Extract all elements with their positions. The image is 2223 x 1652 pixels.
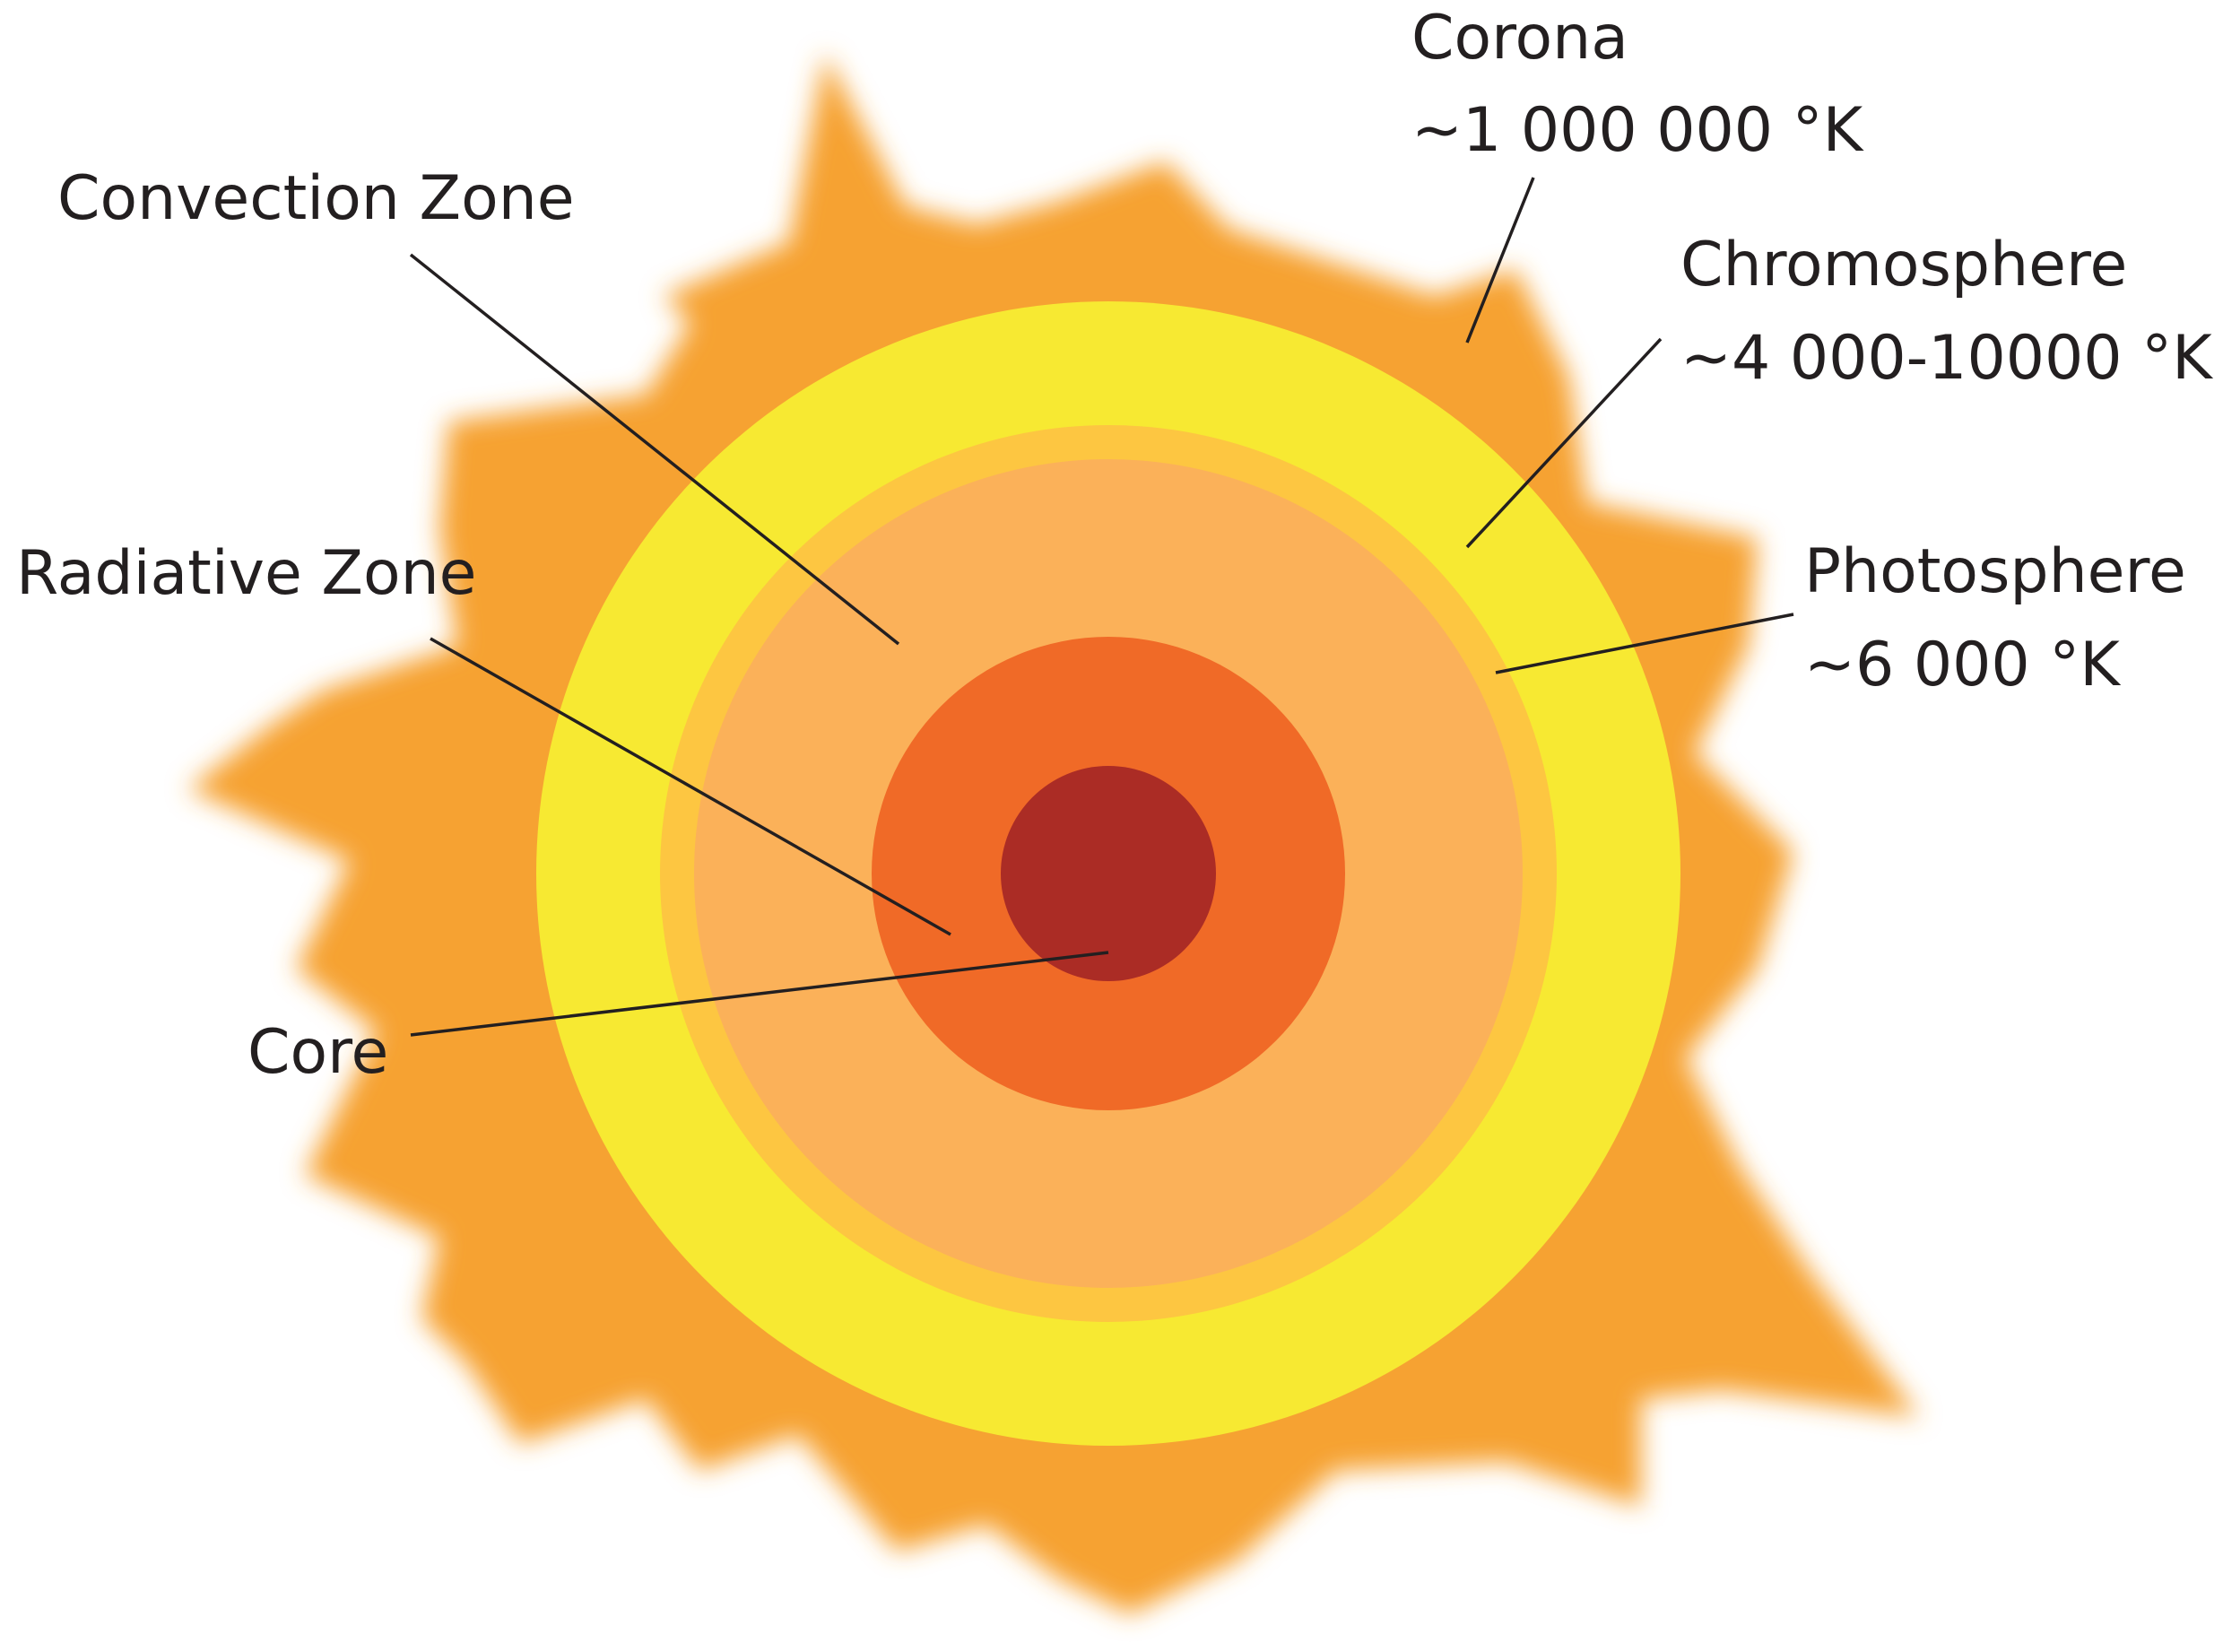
core-layer xyxy=(1001,766,1216,981)
chromosphere-label: Chromosphere xyxy=(1680,230,2127,300)
chromosphere-leader-line xyxy=(1465,337,1663,549)
radiative-zone-leader-line xyxy=(430,637,951,936)
radiative-zone-label: Radiative Zone xyxy=(16,538,477,609)
corona-leader-line xyxy=(1465,177,1535,343)
corona-label: Corona xyxy=(1411,3,1628,74)
photosphere-leader-line xyxy=(1495,613,1794,674)
core-label: Core xyxy=(247,1017,388,1088)
corona-temperature: ~1 000 000 °K xyxy=(1411,95,1865,166)
convection-zone-label: Convection Zone xyxy=(57,163,575,234)
photosphere-label: Photosphere xyxy=(1804,536,2186,607)
core-leader-line xyxy=(410,951,1109,1037)
photosphere-temperature: ~6 000 °K xyxy=(1804,630,2122,700)
chromosphere-temperature: ~4 000-10000 °K xyxy=(1680,323,2214,394)
convection-zone-leader-line xyxy=(409,253,900,646)
